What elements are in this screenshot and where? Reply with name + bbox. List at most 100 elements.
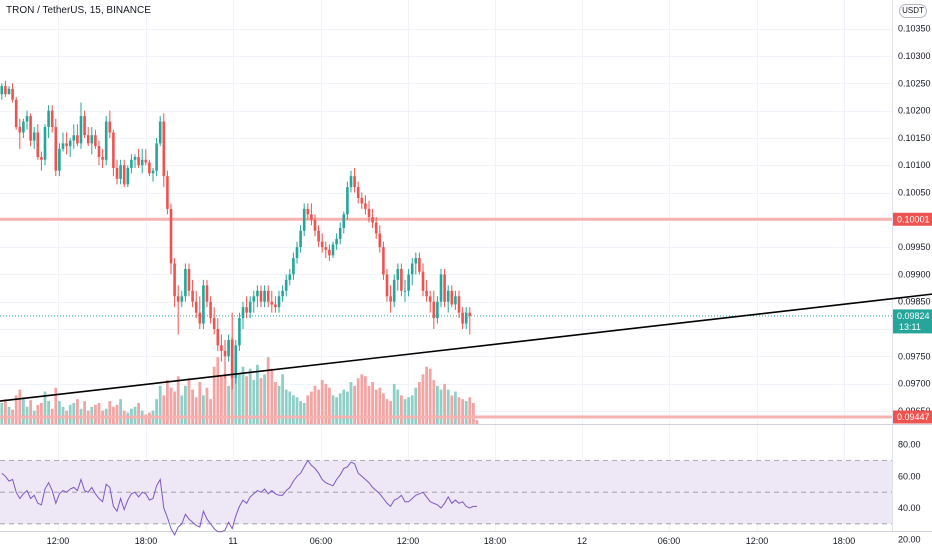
candle-body	[11, 88, 14, 100]
volume-bar	[216, 357, 220, 424]
candle-body	[288, 274, 292, 280]
price-tick-label: 0.10050	[898, 188, 931, 198]
volume-bar	[112, 406, 115, 424]
price-tick-label: 0.10250	[898, 78, 931, 88]
trendline-line	[0, 293, 932, 402]
candle-body	[403, 290, 407, 292]
volume-bar	[446, 389, 450, 424]
candle-body	[133, 157, 137, 160]
volume-bar	[47, 401, 50, 424]
price-tick-label: 0.10150	[898, 133, 931, 143]
volume-bar	[439, 389, 443, 424]
candle-body	[180, 296, 184, 302]
price-axis[interactable]: 0.10350 0.10300 0.10250 0.10200 0.10150 0.101…	[898, 24, 931, 545]
volume-bar	[223, 374, 227, 424]
candle-body	[36, 132, 40, 158]
candle-body	[202, 285, 205, 324]
candle-body	[61, 143, 65, 149]
rsi-tick-label: 80.00	[898, 440, 921, 450]
candle-body	[223, 350, 227, 357]
candle-body	[187, 268, 191, 291]
volume-bar	[259, 378, 263, 424]
price-tick-label: 0.09700	[898, 379, 931, 389]
candle-body	[148, 162, 151, 174]
volume-bar	[43, 391, 47, 424]
price-tick-label: 0.09900	[898, 269, 931, 279]
volume-bar	[353, 385, 356, 424]
candle-body	[0, 86, 4, 95]
volume-bar	[241, 366, 245, 424]
candle-body	[371, 217, 374, 223]
volume-bar	[252, 380, 256, 424]
candle-body	[212, 318, 216, 330]
volume-bar	[7, 406, 11, 424]
candle-body	[130, 159, 133, 168]
volume-bar	[191, 389, 194, 424]
time-tick-label: 12:00	[397, 536, 420, 546]
price-tick-label: 0.10100	[898, 160, 931, 170]
candle-body	[43, 127, 47, 160]
volume-bar	[155, 399, 158, 424]
candle-body	[382, 247, 385, 275]
volume-bar	[475, 420, 479, 424]
candle-body	[248, 301, 252, 313]
volume-bar	[72, 402, 76, 424]
candle-body	[443, 274, 446, 302]
volume-bar	[392, 383, 396, 424]
candle-body	[198, 312, 202, 324]
candle-body	[14, 99, 18, 128]
volume-bar	[266, 357, 270, 424]
volume-bar	[328, 387, 331, 424]
candle-body	[360, 197, 364, 204]
volume-bar	[176, 376, 180, 424]
volume-bar	[14, 395, 18, 424]
volume-bar	[277, 385, 281, 424]
candle-body	[205, 285, 209, 302]
volume-bar	[180, 395, 184, 424]
candle-body	[277, 296, 281, 308]
candle-body	[407, 274, 410, 291]
candle-body	[436, 301, 439, 319]
horizontal-levels[interactable]	[0, 217, 892, 419]
candle-body	[457, 296, 461, 313]
candle-body	[112, 132, 115, 168]
volume-bar	[371, 381, 374, 424]
volume-bar	[299, 401, 302, 424]
candle-body	[101, 157, 104, 160]
currency-button[interactable]: USDT	[899, 4, 927, 18]
candle-body	[104, 121, 108, 160]
volume-bar	[248, 368, 252, 424]
candle-body	[259, 290, 263, 302]
candle-body	[367, 208, 371, 218]
candle-body	[97, 146, 101, 158]
candle-body	[252, 296, 256, 302]
candle-body	[428, 296, 432, 302]
price-tick-label: 0.10200	[898, 106, 931, 116]
time-axis[interactable]: 12:00 18:00 11 06:00 12:00 18:00 12 06:00 12:00 1…	[47, 536, 856, 546]
level-price-label: 0.09447	[897, 412, 930, 422]
countdown-label: 13:11	[899, 322, 921, 332]
candle-body	[234, 345, 238, 379]
candle-body	[4, 86, 7, 95]
candle-body	[176, 296, 180, 302]
trendline[interactable]	[0, 271, 932, 420]
price-tick-label: 0.10350	[898, 24, 931, 34]
volume-bar	[158, 385, 162, 424]
volume-bar	[320, 380, 324, 424]
candle-body	[346, 187, 349, 215]
volume-bar	[432, 380, 436, 424]
candle-body	[338, 228, 342, 239]
candle-body	[79, 116, 83, 144]
volume-bar	[450, 395, 454, 424]
volume-bar	[256, 364, 259, 424]
time-tick-label: 18:00	[833, 536, 856, 546]
candle-body	[378, 233, 382, 248]
volume-bar	[36, 404, 40, 424]
volume-bar	[338, 393, 342, 424]
grid	[0, 0, 892, 532]
time-tick-label: 18:00	[135, 536, 158, 546]
volume-bar	[472, 402, 475, 424]
candle-body	[119, 165, 122, 179]
volume-bar	[187, 378, 191, 424]
